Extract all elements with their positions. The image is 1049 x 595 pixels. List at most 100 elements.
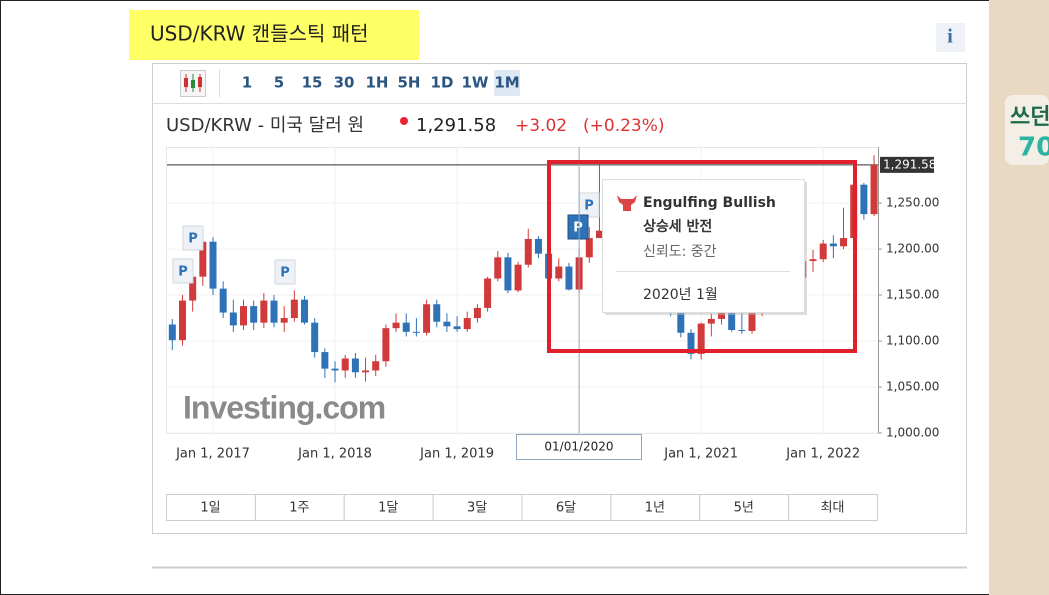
candle-body — [534, 238, 542, 254]
crosshair-label-box — [516, 434, 642, 460]
range-button[interactable] — [610, 494, 701, 521]
candle-body — [728, 312, 736, 331]
tooltip-period: 2020년 1월 — [643, 287, 718, 303]
range-label[interactable]: 최대 — [821, 501, 845, 516]
x-tick-label: Jan 1, 2017 — [175, 447, 250, 462]
pattern-marker[interactable] — [274, 259, 296, 285]
interval-button[interactable]: 1D — [431, 74, 454, 92]
last-price-label: 1,291.58 — [883, 157, 936, 171]
interval-selected-bg[interactable] — [494, 70, 520, 96]
candle-body — [738, 330, 746, 332]
tooltip — [602, 179, 805, 313]
pattern-marker-label[interactable]: P — [280, 266, 290, 281]
range-label[interactable]: 1년 — [645, 501, 665, 516]
ad-text[interactable]: 쓰던 — [1010, 105, 1049, 130]
interval-button[interactable]: 1H — [366, 74, 389, 92]
candle-icon[interactable] — [184, 74, 202, 92]
interval-button[interactable]: 15 — [302, 74, 323, 92]
watermark: Investing.com — [183, 389, 385, 425]
range-button[interactable] — [432, 494, 523, 521]
candle-body — [443, 321, 451, 327]
ad-panel[interactable] — [1005, 95, 1049, 165]
candle-body — [331, 368, 339, 371]
candle-body — [412, 331, 420, 333]
pattern-marker-label[interactable]: P — [584, 199, 594, 214]
quote-change: +3.02 — [515, 116, 567, 136]
candle-body — [423, 304, 431, 333]
candle-body — [555, 266, 563, 279]
ad-text[interactable]: 70 — [1018, 133, 1049, 163]
candle-body — [433, 304, 441, 322]
candle-body — [524, 238, 532, 265]
highlight-box — [547, 160, 857, 353]
interval-button[interactable]: 30 — [334, 74, 355, 92]
candle-body — [362, 370, 370, 373]
candle-body — [463, 318, 471, 330]
candle-body — [840, 238, 848, 247]
range-label[interactable]: 1주 — [289, 501, 309, 516]
candle-body — [748, 310, 756, 331]
candle-body — [809, 259, 817, 262]
candle-body — [250, 306, 258, 323]
candle-body — [341, 358, 349, 371]
candle-body — [260, 300, 268, 323]
y-tick-label: 1,050.00 — [886, 380, 939, 394]
y-tick-label: 1,000.00 — [886, 426, 939, 440]
range-label[interactable]: 5년 — [734, 501, 754, 516]
range-label[interactable]: 6달 — [556, 501, 576, 516]
interval-button[interactable]: 1 — [242, 74, 252, 92]
candle-body — [178, 300, 186, 341]
candle-body — [595, 230, 603, 239]
candle-body — [819, 243, 827, 260]
x-tick-label: Jan 1, 2022 — [785, 447, 860, 462]
candle-body — [168, 324, 176, 341]
pattern-marker-label[interactable]: P — [573, 221, 583, 236]
ad-strip[interactable] — [989, 0, 1049, 595]
candle-body — [829, 243, 837, 247]
info-button[interactable] — [936, 23, 965, 52]
range-button[interactable] — [521, 494, 612, 521]
quote-name: USD/KRW - 미국 달러 원 — [166, 115, 364, 136]
candle-body — [504, 257, 512, 291]
interval-button[interactable]: 5H — [398, 74, 421, 92]
range-button[interactable] — [254, 494, 345, 521]
y-tick-label: 1,200.00 — [886, 242, 939, 256]
title-bg — [129, 10, 419, 60]
candle-body — [484, 278, 492, 308]
candle-body — [453, 326, 461, 330]
info-icon[interactable]: i — [947, 26, 953, 48]
range-button[interactable] — [699, 494, 790, 521]
candle-body — [565, 266, 573, 290]
candle-body — [860, 184, 868, 215]
quote-change-pct: (+0.23%) — [583, 116, 665, 136]
candle-body — [311, 322, 319, 353]
pattern-marker[interactable] — [567, 214, 589, 240]
candle-body — [189, 276, 197, 301]
candle-body — [240, 306, 248, 326]
pattern-marker[interactable] — [182, 225, 204, 251]
candle-body — [473, 307, 481, 319]
candle-body — [707, 318, 715, 324]
range-button[interactable] — [343, 494, 434, 521]
interval-button[interactable]: 5 — [274, 74, 284, 92]
x-tick-label: Jan 1, 2021 — [663, 447, 738, 462]
candle-body — [270, 300, 278, 323]
range-label[interactable]: 3달 — [467, 501, 487, 516]
pattern-marker-label[interactable]: P — [188, 232, 198, 247]
x-tick-label: Jan 1, 2018 — [297, 447, 372, 462]
page-title: USD/KRW 캔들스틱 패턴 — [150, 22, 369, 46]
y-tick-label: 1,150.00 — [886, 288, 939, 302]
pattern-marker-label[interactable]: P — [178, 265, 188, 280]
range-button[interactable] — [788, 494, 878, 521]
candle-body — [229, 312, 237, 326]
interval-button[interactable]: 1W — [462, 74, 489, 92]
range-label[interactable]: 1일 — [200, 501, 220, 516]
candle-body — [677, 309, 685, 333]
interval-button[interactable]: 1M — [494, 74, 519, 92]
candle-body — [280, 318, 288, 323]
candle-body — [514, 264, 522, 291]
range-label[interactable]: 1달 — [378, 501, 398, 516]
pattern-marker[interactable] — [172, 258, 194, 284]
status-dot — [400, 117, 408, 125]
range-button[interactable] — [166, 494, 256, 521]
